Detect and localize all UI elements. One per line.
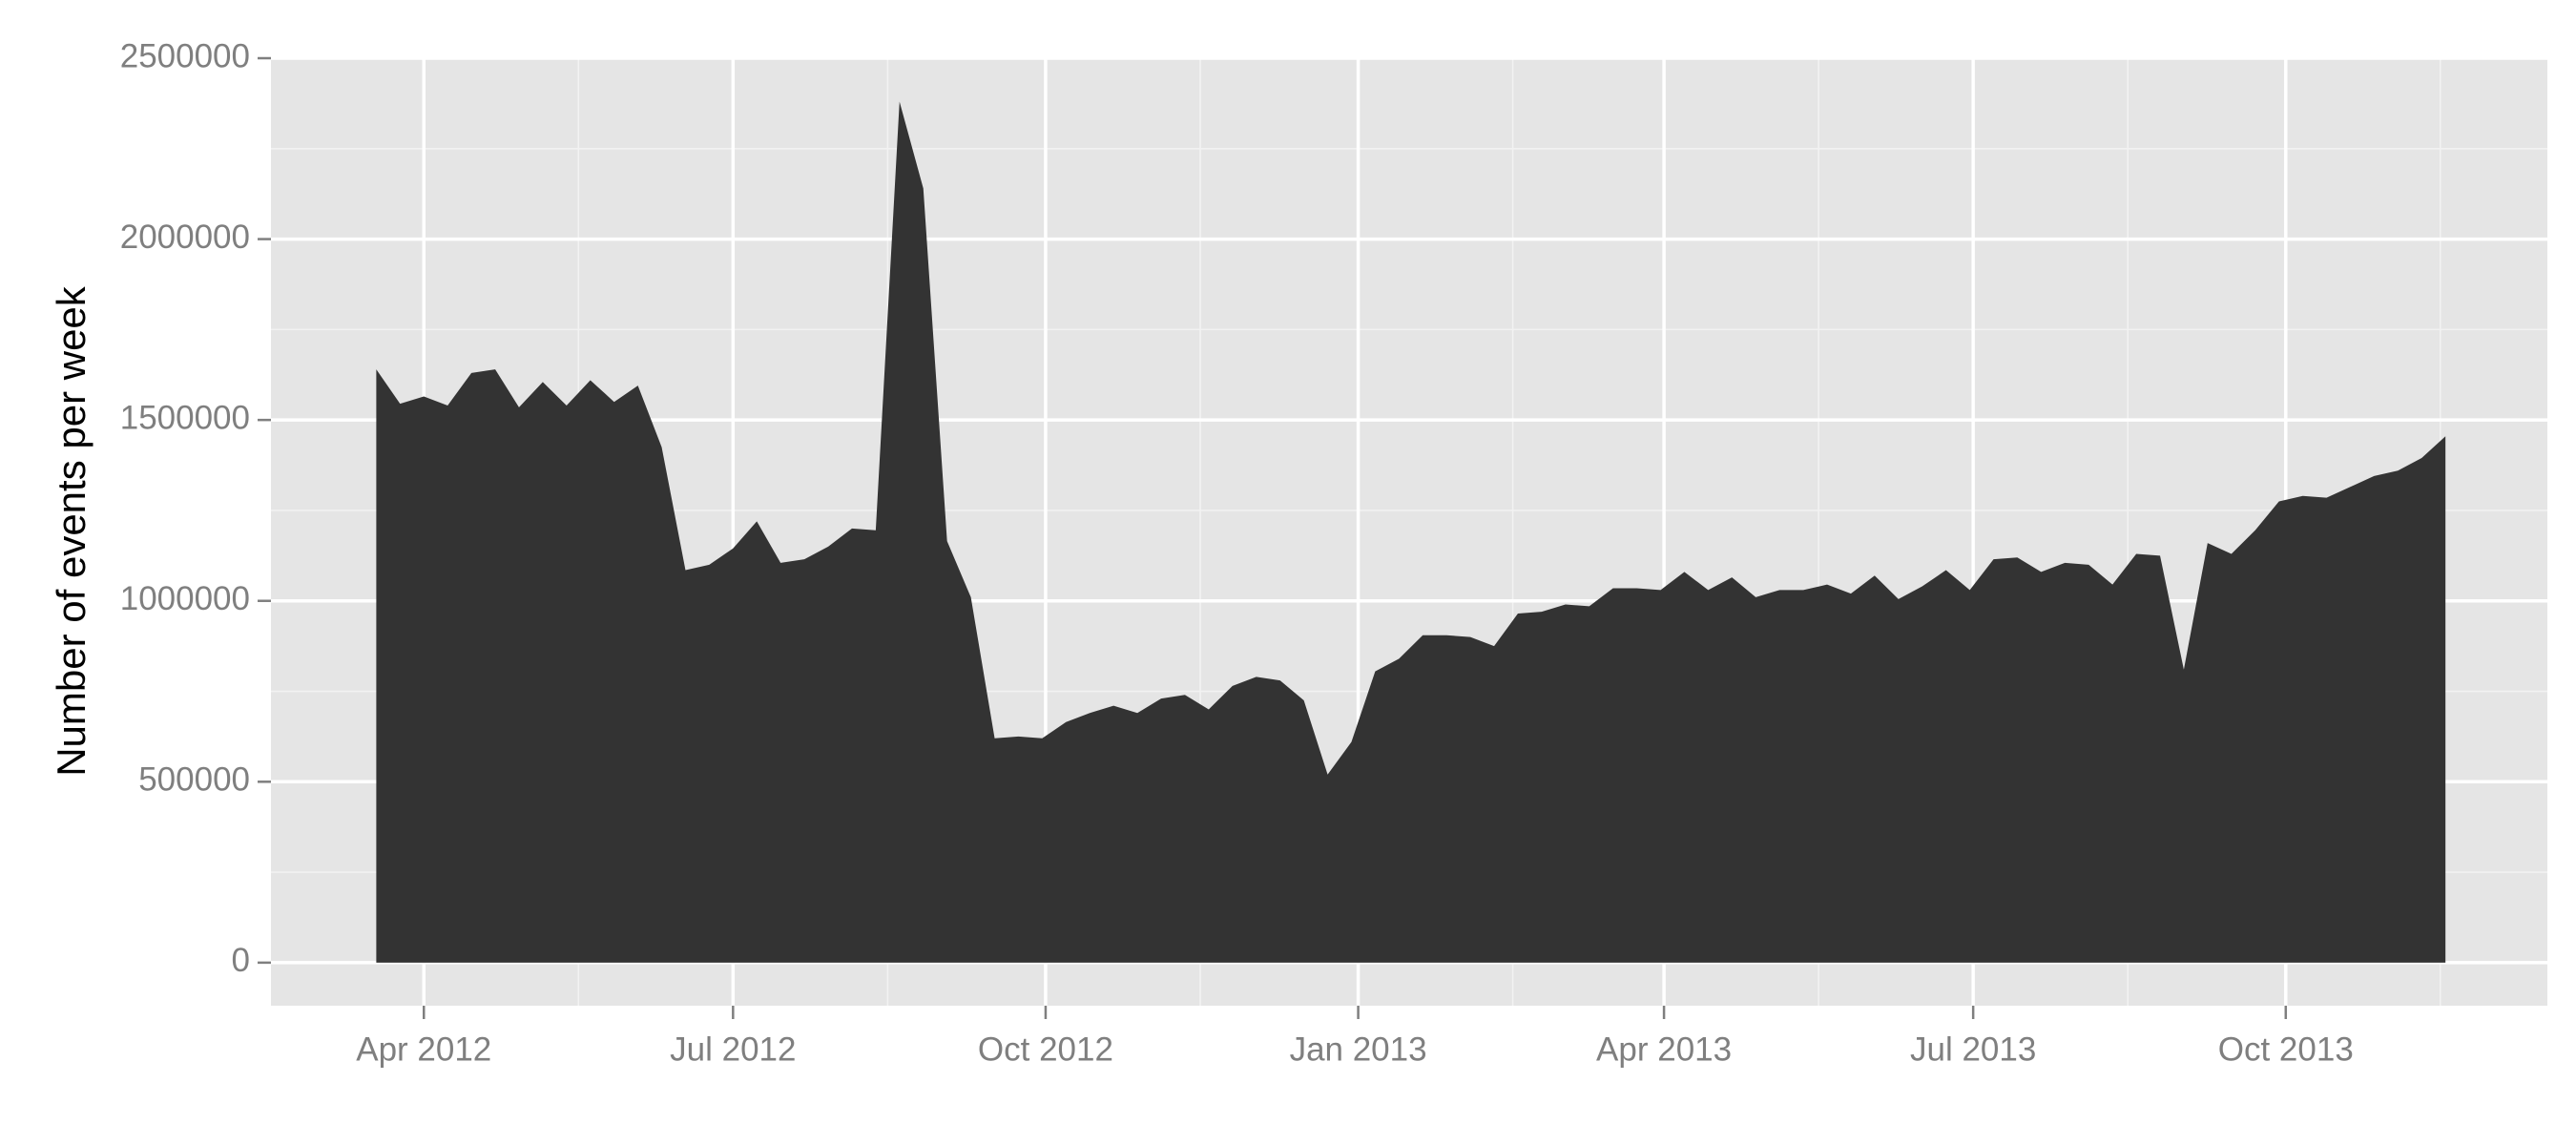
x-tick-label: Jul 2012: [670, 1030, 796, 1068]
x-tick-label: Apr 2012: [356, 1030, 491, 1068]
y-tick-label: 1500000: [120, 399, 250, 436]
x-tick-label: Apr 2013: [1596, 1030, 1732, 1068]
y-tick-label: 500000: [138, 761, 250, 799]
y-axis-title: Number of events per week: [49, 285, 93, 777]
axes: 0 500000 1000000 1500000 2000000 2500000 Apr 2…: [120, 37, 2354, 1068]
x-tick-label: Oct 2012: [978, 1030, 1113, 1068]
marks: [376, 101, 2446, 963]
area: [376, 101, 2446, 963]
x-tick-label: Oct 2013: [2218, 1030, 2354, 1068]
x-tick-label: Jan 2013: [1290, 1030, 1427, 1068]
x-tick-label: Jul 2013: [1910, 1030, 2036, 1068]
y-tick-label: 1000000: [120, 580, 250, 617]
y-tick-label: 2500000: [120, 37, 250, 74]
y-tick-label: 0: [232, 942, 250, 979]
y-tick-label: 2000000: [120, 219, 250, 256]
